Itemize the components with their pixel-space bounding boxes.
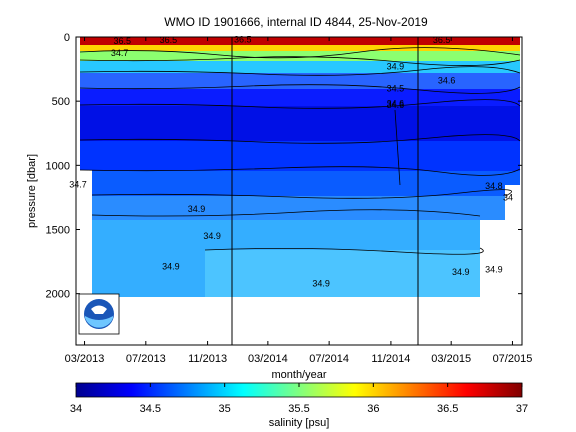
colorbar-tick-label: 36 [367, 403, 379, 415]
y-tick-label: 1000 [46, 160, 70, 172]
contour-label: 34 [503, 192, 513, 202]
field-600 [80, 88, 520, 106]
field-surface [80, 37, 520, 45]
colorbar-label: salinity [psu] [269, 417, 330, 429]
colorbar-tick-label: 36.5 [437, 403, 458, 415]
contour-label: 34.8 [485, 181, 503, 191]
colorbar: 34 34.5 35 35.5 36 36.5 37 salinity [psu] [70, 382, 528, 429]
gap-left [76, 170, 92, 300]
contour-label: 36.5 [433, 35, 451, 45]
y-tick-label: 0 [64, 32, 70, 44]
salinity-field [76, 37, 522, 345]
x-tick-label: 07/2014 [309, 353, 349, 365]
y-tick-label: 1500 [46, 225, 70, 237]
y-axis: 0 500 1000 1500 2000 [46, 32, 522, 301]
contour-label: 34.9 [485, 264, 503, 274]
contour-label: 34.7 [69, 180, 87, 190]
contour-label: 34.6 [387, 99, 405, 109]
field-80 [80, 44, 520, 51]
contour-label: 36.5 [234, 35, 252, 45]
field-900 [80, 140, 520, 171]
contour-label: 34.9 [188, 204, 206, 214]
contour-label: 34.7 [111, 48, 129, 58]
plot-frame [75, 36, 523, 346]
plot-area: 36.5 36.5 36.5 36.534.734.934.634.534.634.6… [69, 35, 523, 346]
colorbar-tick-label: 34.5 [140, 403, 161, 415]
field-1150 [80, 170, 520, 196]
contour-label: 34.9 [387, 62, 405, 72]
contour-lines [79, 47, 521, 255]
y-tick-label: 500 [52, 96, 70, 108]
colorbar-ticks: 34 34.5 35 35.5 36 36.5 37 [70, 383, 528, 415]
x-tick-label: 07/2015 [493, 353, 533, 365]
gap-right-deep [505, 185, 522, 275]
x-tick-label: 11/2014 [371, 353, 410, 365]
gap-below-2000 [76, 297, 522, 345]
contour-label: 34.9 [162, 262, 180, 272]
contour-label: 34.9 [312, 278, 330, 288]
contour-labels: 36.5 36.5 36.5 36.534.734.934.634.534.634.6… [69, 35, 513, 289]
field-mid-core [80, 105, 520, 141]
field-400 [80, 72, 520, 89]
contour-label: 34.6 [387, 100, 405, 110]
x-tick-label: 03/2014 [248, 353, 288, 365]
contour-label: 36.5 [113, 36, 131, 46]
contour-label: 36.5 [160, 35, 178, 45]
x-tick-label: 03/2013 [65, 353, 105, 365]
y-axis-label: pressure [dbar] [26, 154, 38, 228]
noaa-logo [78, 293, 120, 335]
colorbar-tick-label: 35 [219, 403, 231, 415]
x-tick-label: 11/2013 [188, 353, 227, 365]
contour-label: 34.6 [438, 76, 456, 86]
field-deep-lighter [205, 250, 480, 297]
field-150 [80, 50, 520, 61]
contour-label: 34.9 [203, 231, 221, 241]
colorbar-tick-label: 34 [70, 403, 82, 415]
y-tick-label: 2000 [46, 289, 70, 301]
year-boundaries [231, 37, 419, 345]
contour-label: 34.9 [452, 267, 470, 277]
x-axis: 03/2013 07/2013 11/2013 03/2014 07/2014 11/20… [65, 37, 533, 365]
x-axis-label: month/year [271, 369, 326, 381]
colorbar-tick-label: 35.5 [288, 403, 309, 415]
chart-title: WMO ID 1901666, internal ID 4844, 25-Nov… [164, 15, 428, 29]
x-tick-label: 03/2015 [431, 353, 471, 365]
x-tick-label: 07/2013 [126, 353, 166, 365]
colorbar-tick-label: 37 [516, 403, 528, 415]
contour-label: 34.5 [387, 83, 405, 93]
